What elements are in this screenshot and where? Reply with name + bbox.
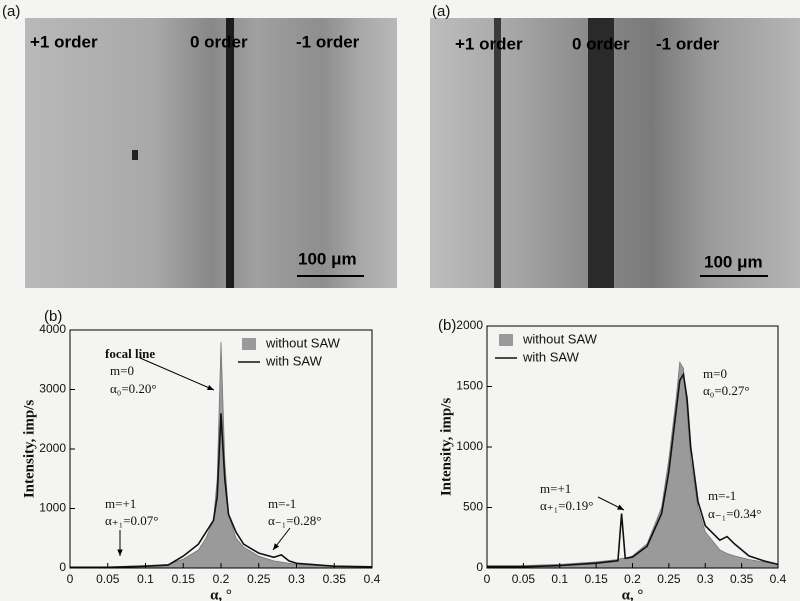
x-tick-label: 0.3: [288, 572, 305, 586]
arrow-head: [617, 504, 624, 510]
panel-label: (a): [2, 3, 20, 20]
annotation: m=0: [703, 366, 727, 381]
panel-label: (a): [432, 3, 450, 20]
y-tick-label: 1000: [39, 501, 66, 515]
panel-label: (b): [438, 317, 456, 334]
x-tick-label: 0.4: [364, 572, 381, 586]
y-tick-label: 4000: [39, 322, 66, 336]
annotation: m=+1: [105, 496, 136, 511]
annotation: m=0: [110, 363, 134, 378]
legend-label: with SAW: [265, 353, 323, 368]
x-tick-label: 0.15: [584, 572, 608, 586]
y-tick-label: 0: [59, 560, 66, 574]
panel-label: (b): [44, 308, 62, 325]
legend-swatch: [242, 338, 256, 350]
y-tick-label: 500: [463, 500, 483, 514]
line-series: [70, 413, 373, 569]
legend-swatch: [499, 334, 513, 346]
order-label: -1 order: [656, 34, 720, 53]
x-tick-label: 0.05: [512, 572, 536, 586]
zero-order-line: [226, 18, 234, 288]
x-tick-label: 0.1: [551, 572, 568, 586]
x-tick-label: 0: [67, 572, 74, 586]
y-axis-label: Intensity, imp/s: [438, 398, 454, 497]
order-label: +1 order: [30, 32, 98, 51]
x-tick-label: 0.4: [770, 572, 787, 586]
annotation: α₊₁=0.19°: [540, 498, 594, 513]
annotation: focal line: [105, 346, 155, 361]
legend-label: without SAW: [265, 335, 341, 350]
arrow-head: [273, 543, 280, 550]
x-tick-label: 0.25: [657, 572, 681, 586]
order-label: +1 order: [455, 34, 523, 53]
micrograph: [430, 18, 800, 288]
annotation: α₀=0.20°: [110, 381, 157, 396]
y-tick-label: 0: [476, 560, 483, 574]
x-tick-label: 0.25: [247, 572, 271, 586]
x-tick-label: 0.35: [323, 572, 347, 586]
zero-order-line: [588, 18, 614, 288]
annotation: α₋₁=0.28°: [268, 513, 322, 528]
x-tick-label: 0.2: [213, 572, 230, 586]
x-tick-label: 0.15: [172, 572, 196, 586]
micrograph: [25, 18, 397, 288]
y-tick-label: 3000: [39, 382, 66, 396]
x-tick-label: 0.35: [730, 572, 754, 586]
x-tick-label: 0.3: [697, 572, 714, 586]
line-series: [487, 372, 779, 568]
x-axis-label: α, °: [622, 587, 644, 601]
x-tick-label: 0.05: [96, 572, 120, 586]
annotation: α₊₁=0.07°: [105, 513, 159, 528]
x-tick-label: 0.1: [137, 572, 154, 586]
annotation: m=-1: [268, 496, 296, 511]
scale-label: 100 μm: [298, 249, 357, 268]
y-tick-label: 1500: [456, 379, 483, 393]
arrow-head: [117, 549, 123, 556]
x-axis-label: α, °: [210, 587, 232, 601]
order-label: 0 order: [190, 32, 248, 51]
order-label: 0 order: [572, 34, 630, 53]
y-tick-label: 1000: [456, 439, 483, 453]
annotation-arrow: [139, 357, 215, 391]
x-tick-label: 0.2: [624, 572, 641, 586]
area-series: [486, 361, 779, 569]
arrow-head: [207, 384, 214, 390]
x-tick-label: 0: [484, 572, 491, 586]
annotation: α₋₁=0.34°: [708, 506, 762, 521]
y-tick-label: 2000: [39, 441, 66, 455]
y-tick-label: 2000: [456, 318, 483, 332]
annotation: α₀=0.27°: [703, 383, 750, 398]
order-label: -1 order: [296, 32, 360, 51]
annotation: m=+1: [540, 481, 571, 496]
y-axis-label: Intensity, imp/s: [21, 400, 37, 499]
speck: [132, 150, 138, 160]
legend-label: without SAW: [522, 331, 598, 346]
annotation: m=-1: [708, 488, 736, 503]
legend-label: with SAW: [522, 349, 580, 364]
scale-label: 100 μm: [704, 252, 763, 271]
plus-one-order-line: [494, 18, 501, 288]
